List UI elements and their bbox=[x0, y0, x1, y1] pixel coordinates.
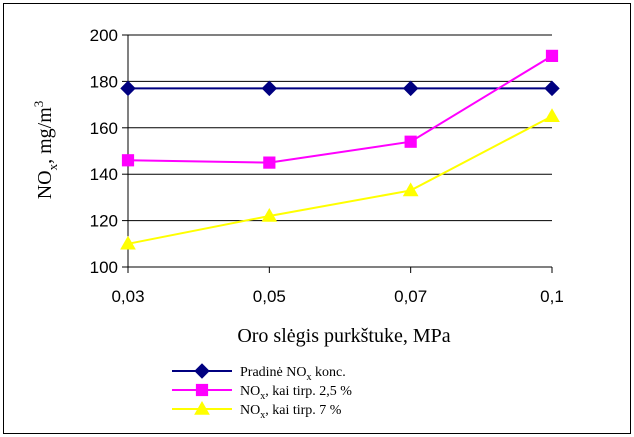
legend-label-post: , kai tirp. 2,5 % bbox=[265, 384, 352, 399]
y-tick-label: 120 bbox=[90, 212, 118, 231]
y-axis-label-sub: x bbox=[45, 163, 60, 170]
x-tick-label: 0,1 bbox=[540, 287, 564, 306]
legend-label-pre: NO bbox=[240, 403, 260, 418]
square-marker bbox=[263, 156, 276, 169]
triangle-marker bbox=[194, 400, 210, 415]
triangle-marker bbox=[261, 207, 278, 222]
square-marker bbox=[121, 154, 135, 167]
series-line bbox=[127, 115, 553, 245]
series-2 bbox=[121, 49, 559, 169]
axes bbox=[122, 34, 553, 273]
legend-label-sub: x bbox=[307, 372, 312, 383]
legend-label-pre: NO bbox=[240, 384, 260, 399]
diamond-marker bbox=[120, 80, 136, 97]
legend-label: NOx, kai tirp. 7 % bbox=[240, 403, 342, 421]
series-group bbox=[120, 49, 560, 250]
square-marker bbox=[545, 49, 559, 62]
triangle-marker bbox=[402, 182, 419, 197]
y-axis-label-mid: , mg/m bbox=[34, 107, 56, 164]
legend-label-post: , kai tirp. 7 % bbox=[265, 403, 342, 418]
legend-label-sub: x bbox=[260, 410, 265, 421]
y-tick-label: 200 bbox=[90, 26, 118, 45]
legend-label: NOx, kai tirp. 2,5 % bbox=[240, 384, 352, 402]
y-tick-label: 100 bbox=[90, 258, 118, 277]
square-marker bbox=[404, 135, 417, 148]
triangle-marker bbox=[120, 235, 136, 250]
legend-item: Pradinė NOx konc. bbox=[172, 363, 346, 383]
legend-label: Pradinė NOx konc. bbox=[240, 365, 346, 383]
series-3 bbox=[120, 108, 560, 250]
y-axis-label: NOx, mg/m3 bbox=[31, 101, 60, 200]
x-tick-label: 0,07 bbox=[394, 287, 427, 306]
series-1 bbox=[120, 80, 560, 97]
diamond-marker bbox=[261, 80, 278, 97]
legend-item: NOx, kai tirp. 7 % bbox=[172, 400, 342, 421]
chart-frame bbox=[3, 3, 631, 434]
legend-label-pre: Pradinė NO bbox=[240, 365, 307, 380]
diamond-marker bbox=[194, 363, 210, 379]
y-tick-label: 180 bbox=[90, 72, 118, 91]
series-line bbox=[127, 55, 553, 164]
triangle-marker bbox=[544, 108, 560, 122]
x-tick-label: 0,03 bbox=[111, 287, 144, 306]
x-tick-labels: 0,03 0,05 0,07 0,1 bbox=[111, 287, 563, 306]
square-marker bbox=[195, 383, 209, 397]
legend: Pradinė NOx konc.NOx, kai tirp. 2,5 %NOx… bbox=[172, 363, 352, 421]
y-tick-labels: 100 120 140 160 180 200 bbox=[90, 26, 118, 277]
legend-item: NOx, kai tirp. 2,5 % bbox=[172, 383, 352, 402]
x-axis-label: Oro slėgis purkštuke, MPa bbox=[237, 325, 450, 347]
y-axis-label-base: NO bbox=[34, 170, 56, 199]
diamond-marker bbox=[402, 80, 419, 97]
y-axis-label-sup: 3 bbox=[31, 101, 46, 108]
legend-label-sub: x bbox=[260, 391, 265, 402]
legend-label-post: konc. bbox=[312, 365, 346, 380]
x-tick-label: 0,05 bbox=[253, 287, 286, 306]
diamond-marker bbox=[544, 80, 560, 97]
y-tick-label: 160 bbox=[90, 119, 118, 138]
y-tick-label: 140 bbox=[90, 165, 118, 184]
grid bbox=[128, 34, 552, 222]
